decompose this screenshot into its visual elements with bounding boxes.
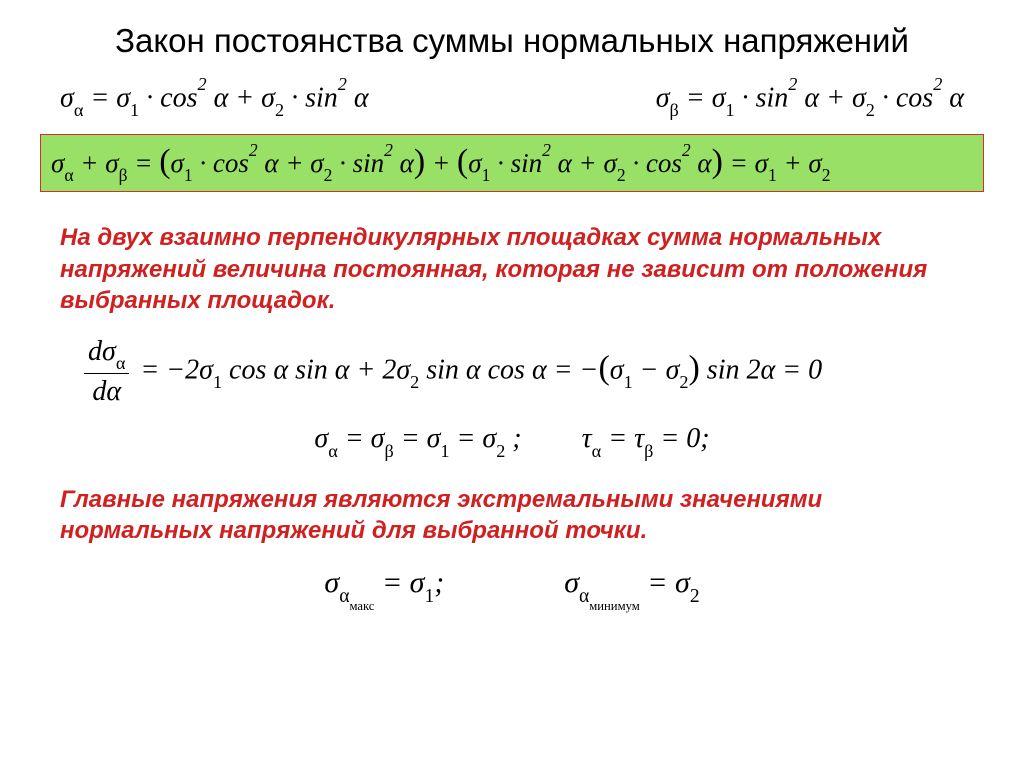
equation-sigma-alpha: σα = σ1 · cos2 α + σ2 · sin2 α <box>60 80 369 118</box>
equation-equalities: σα = σβ = σ1 = σ2 ;τα = τβ = 0; <box>80 423 944 459</box>
equation-derivative: dσαdα = −2σ1 cos α sin α + 2σ2 sin α cos… <box>80 336 944 409</box>
equation-extrema: σαмакс = σ1;σαминимум = σ2 <box>40 566 984 608</box>
equation-sum-box: σα + σβ = (σ1 · cos2 α + σ2 · sin2 α) + … <box>40 134 984 192</box>
paragraph-1: На двух взаимно перпендикулярных площадк… <box>60 222 964 316</box>
equation-sigma-beta: σβ = σ1 · sin2 α + σ2 · cos2 α <box>656 80 964 118</box>
equation-row-1: σα = σ1 · cos2 α + σ2 · sin2 α σβ = σ1 ·… <box>60 80 964 118</box>
paragraph-2: Главные напряжения являются экстремальны… <box>60 484 964 546</box>
page-title: Закон постоянства суммы нормальных напря… <box>40 22 984 60</box>
